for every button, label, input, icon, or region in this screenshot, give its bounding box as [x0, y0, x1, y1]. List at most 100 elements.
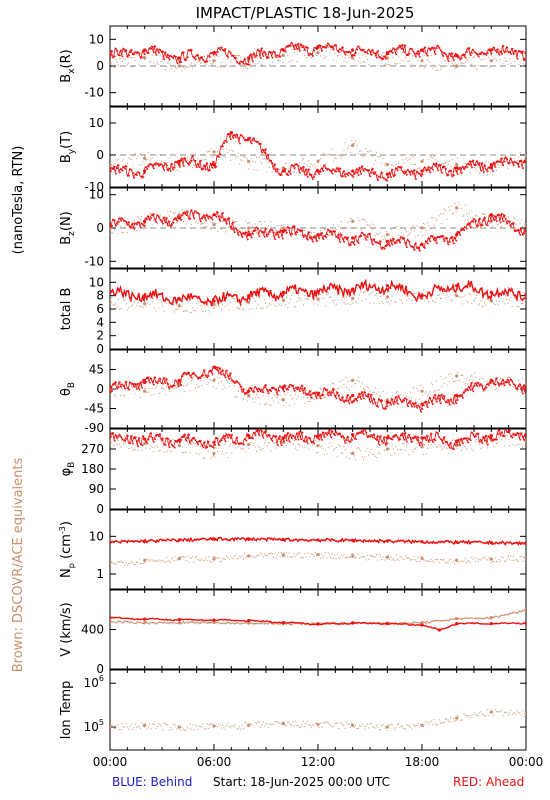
trace-dot	[490, 227, 492, 229]
trace-dot	[202, 301, 204, 303]
trace-dot	[231, 557, 233, 559]
trace-dot	[169, 302, 171, 304]
trace-dot	[477, 432, 480, 435]
trace-dot	[523, 232, 525, 235]
trace-dot	[288, 227, 291, 229]
trace-dot	[205, 63, 207, 65]
trace-dot	[376, 439, 378, 441]
trace-dot	[376, 51, 378, 53]
trace-dot	[430, 295, 432, 297]
trace-dot	[228, 295, 230, 297]
trace-dot	[197, 54, 199, 57]
trace-dot	[243, 155, 245, 157]
trace-dot	[346, 238, 348, 240]
trace-dot	[479, 53, 481, 55]
trace-dot	[452, 290, 454, 292]
trace-dot	[240, 448, 242, 450]
trace-dot	[439, 213, 441, 215]
trace-dot	[123, 298, 125, 300]
trace-dot	[424, 67, 426, 69]
trace-dot	[253, 298, 255, 300]
trace-dot	[223, 558, 225, 560]
trace-dot	[348, 289, 350, 291]
trace-dot	[506, 61, 508, 63]
trace-dot	[497, 224, 499, 226]
trace-dot	[466, 448, 468, 450]
trace-dot	[460, 229, 463, 232]
trace-dot	[468, 212, 470, 214]
trace-dot	[428, 292, 430, 294]
trace-dot	[269, 231, 271, 233]
trace-dot	[128, 62, 130, 64]
trace-dot	[455, 402, 458, 405]
trace-dot	[184, 68, 186, 70]
trace-dot	[407, 61, 409, 63]
trace-dot	[245, 439, 248, 442]
trace-dot	[374, 55, 376, 57]
trace-dot	[507, 51, 510, 53]
trace-dot	[199, 299, 201, 301]
trace-dot	[496, 438, 498, 441]
trace-dot	[156, 540, 158, 542]
trace-dot	[214, 456, 216, 458]
trace-dot	[347, 51, 349, 54]
trace-dot	[342, 379, 344, 381]
trace-dot	[516, 444, 518, 446]
trace-dot	[523, 556, 525, 558]
trace-dot	[379, 400, 382, 403]
trace-dot	[246, 433, 249, 436]
trace-dot	[306, 238, 308, 240]
trace-dot	[168, 302, 170, 304]
trace-dot	[172, 385, 175, 387]
trace-dot	[387, 290, 389, 292]
trace-dot	[402, 558, 404, 560]
trace-dot	[459, 439, 461, 441]
trace-dot	[467, 219, 469, 221]
trace-dot	[115, 395, 117, 397]
trace-dot	[153, 167, 155, 170]
trace-dot	[142, 444, 144, 446]
trace-dot	[365, 395, 368, 397]
data-point-ace	[177, 304, 181, 308]
trace-dot	[192, 307, 194, 309]
trace-dot	[288, 302, 290, 304]
trace-dot	[295, 284, 297, 286]
trace-dot	[318, 392, 321, 394]
data-point-ace	[385, 233, 389, 237]
trace-dot	[338, 170, 340, 173]
trace-dot	[467, 59, 469, 61]
trace-dot	[241, 298, 243, 300]
trace-dot	[374, 455, 376, 457]
trace-dot	[411, 245, 413, 248]
trace-dot	[220, 453, 222, 455]
trace-dot	[355, 382, 357, 384]
trace-dot	[433, 442, 435, 444]
trace-dot	[398, 403, 400, 405]
trace-dot	[205, 158, 207, 160]
trace-dot	[372, 402, 374, 405]
trace-dot	[284, 52, 286, 54]
trace-dot	[524, 384, 526, 386]
trace-dot	[219, 153, 222, 156]
data-point-ace	[212, 451, 216, 456]
trace-dot	[390, 300, 392, 302]
trace-dot	[278, 552, 280, 554]
trace-dot	[297, 443, 299, 445]
trace-dot	[403, 559, 405, 561]
trace-dot	[364, 456, 366, 458]
data-point-ahead	[489, 434, 493, 438]
trace-dot	[239, 163, 241, 165]
trace-dot	[335, 158, 337, 160]
trace-dot	[228, 227, 230, 229]
trace-dot	[312, 397, 314, 399]
trace-dot	[303, 557, 305, 559]
trace-dot	[205, 376, 207, 378]
trace-dot	[147, 296, 149, 298]
trace-dot	[357, 217, 359, 219]
trace-dot	[288, 442, 290, 444]
trace-dot	[249, 137, 252, 139]
trace-dot	[214, 56, 216, 58]
trace-dot	[420, 168, 422, 170]
trace-dot	[146, 443, 148, 445]
trace-dot	[176, 442, 178, 444]
